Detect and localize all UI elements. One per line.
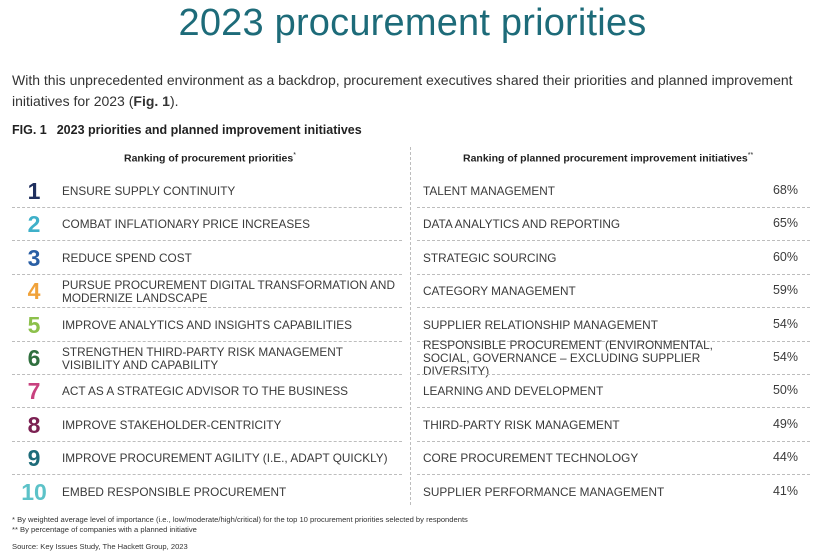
row-divider: [12, 273, 402, 275]
priority-label: STRENGTHEN THIRD-PARTY RISK MANAGEMENT V…: [62, 344, 343, 372]
footnote-priorities: * By weighted average level of importanc…: [12, 515, 468, 524]
row-divider: [417, 307, 810, 309]
row-divider: [12, 407, 402, 409]
initiative-percentage: 68%: [772, 183, 798, 197]
intro-paragraph: With this unprecedented environment as a…: [12, 70, 802, 112]
initiative-row: LEARNING AND DEVELOPMENT 50%: [417, 375, 810, 409]
initiative-row: RESPONSIBLE PROCUREMENT (ENVIRONMENTAL, …: [417, 338, 810, 378]
row-divider: [417, 273, 810, 275]
priority-rank: 4: [27, 278, 41, 305]
source-note: Source: Key Issues Study, The Hackett Gr…: [12, 542, 188, 551]
figure-number: FIG. 1: [12, 123, 47, 137]
row-divider: [417, 207, 810, 208]
row-divider: [12, 240, 402, 242]
footnote-initiatives: ** By percentage of companies with a pla…: [12, 525, 197, 534]
initiative-percentage: 44%: [772, 450, 798, 465]
initiative-percentage: 49%: [772, 416, 798, 431]
priorities-header-text: Ranking of procurement priorities: [124, 152, 294, 165]
priority-label: IMPROVE STAKEHOLDER-CENTRICITY: [62, 417, 282, 432]
priority-label: ENSURE SUPPLY CONTINUITY: [62, 184, 236, 198]
priority-rank: 1: [27, 178, 41, 204]
row-divider: [417, 374, 810, 375]
initiative-row: SUPPLIER RELATIONSHIP MANAGEMENT 54%: [417, 309, 810, 342]
initiative-label: SUPPLIER RELATIONSHIP MANAGEMENT: [423, 317, 658, 332]
priority-rank: 5: [27, 311, 41, 338]
priority-rank: 9: [27, 445, 41, 472]
initiatives-header-text: Ranking of planned procurement improveme…: [463, 152, 748, 165]
priority-row: 10 EMBED RESPONSIBLE PROCUREMENT: [12, 476, 402, 509]
intro-end: ).: [169, 93, 179, 109]
priority-row: 8 IMPROVE STAKEHOLDER-CENTRICITY: [12, 409, 402, 442]
figure-caption: FIG. 1 2023 priorities and planned improv…: [12, 123, 362, 137]
initiative-label: DATA ANALYTICS AND REPORTING: [423, 217, 621, 232]
initiative-label: TALENT MANAGEMENT: [423, 184, 555, 198]
priorities-column-header: Ranking of procurement priorities*: [124, 152, 296, 165]
initiative-percentage: 60%: [772, 249, 798, 264]
initiative-percentage: 54%: [772, 350, 798, 364]
row-divider: [417, 407, 810, 409]
priority-row: 7 ACT AS A STRATEGIC ADVISOR TO THE BUSIN…: [12, 375, 402, 409]
initiative-percentage: 65%: [772, 216, 798, 231]
row-divider: [12, 340, 402, 342]
priority-label: REDUCE SPEND COST: [62, 250, 192, 265]
priority-label: EMBED RESPONSIBLE PROCUREMENT: [62, 484, 287, 499]
priority-label: IMPROVE ANALYTICS AND INSIGHTS CAPABILIT…: [62, 317, 352, 332]
priority-rank: 8: [27, 411, 41, 438]
initiative-label: LEARNING AND DEVELOPMENT: [423, 384, 604, 399]
figure-reference: Fig. 1: [133, 93, 170, 109]
initiative-row: DATA ANALYTICS AND REPORTING 65%: [417, 208, 810, 242]
priority-row: 1 ENSURE SUPPLY CONTINUITY: [12, 175, 402, 208]
priority-row: 3 REDUCE SPEND COST: [12, 242, 402, 275]
priority-row: 5 IMPROVE ANALYTICS AND INSIGHTS CAPABILI…: [12, 309, 402, 342]
row-divider: [417, 474, 810, 476]
initiative-row: CORE PROCUREMENT TECHNOLOGY 44%: [417, 442, 810, 476]
initiatives-column-header: Ranking of planned procurement improveme…: [463, 152, 753, 165]
priority-rank: 6: [27, 345, 41, 371]
priority-row: 4 PURSUE PROCUREMENT DIGITAL TRANSFORMATI…: [12, 275, 402, 309]
initiative-label: STRATEGIC SOURCING: [423, 250, 557, 265]
figure-title: 2023 priorities and planned improvement …: [56, 123, 362, 137]
priority-rank: 3: [27, 244, 41, 271]
row-divider: [12, 307, 402, 309]
priorities-header-marker: *: [293, 152, 296, 159]
priority-row: 6 STRENGTHEN THIRD-PARTY RISK MANAGEMENT …: [12, 342, 402, 375]
initiative-row: CATEGORY MANAGEMENT 59%: [417, 275, 810, 309]
initiative-label: RESPONSIBLE PROCUREMENT (ENVIRONMENTAL, …: [423, 338, 713, 378]
priority-label: ACT AS A STRATEGIC ADVISOR TO THE BUSINE…: [62, 384, 349, 399]
row-divider: [12, 207, 402, 208]
initiative-label: CORE PROCUREMENT TECHNOLOGY: [423, 451, 639, 466]
initiative-label: CATEGORY MANAGEMENT: [423, 284, 576, 299]
priority-row: 2 COMBAT INFLATIONARY PRICE INCREASES: [12, 208, 402, 242]
row-divider: [417, 340, 810, 342]
initiative-percentage: 41%: [772, 483, 798, 498]
priority-label: COMBAT INFLATIONARY PRICE INCREASES: [62, 217, 311, 232]
row-divider: [12, 440, 402, 442]
initiative-label: SUPPLIER PERFORMANCE MANAGEMENT: [423, 484, 665, 499]
row-divider: [12, 474, 402, 476]
page-title: 2023 procurement priorities: [178, 2, 647, 44]
priority-label: PURSUE PROCUREMENT DIGITAL TRANSFORMATIO…: [62, 277, 395, 305]
row-divider: [417, 440, 810, 442]
initiative-percentage: 50%: [772, 383, 798, 398]
initiative-row: TALENT MANAGEMENT 68%: [417, 175, 810, 208]
initiative-percentage: 54%: [772, 316, 798, 331]
initiative-label: THIRD-PARTY RISK MANAGEMENT: [423, 417, 620, 432]
initiatives-header-marker: **: [747, 152, 754, 159]
priority-label: IMPROVE PROCUREMENT AGILITY (I.E., ADAPT…: [62, 451, 388, 466]
priority-row: 9 IMPROVE PROCUREMENT AGILITY (I.E., ADAP…: [12, 442, 402, 476]
priority-rank: 10: [21, 478, 47, 505]
priority-rank: 2: [27, 211, 41, 238]
initiative-row: STRATEGIC SOURCING 60%: [417, 242, 810, 275]
initiative-percentage: 59%: [772, 283, 798, 298]
row-divider: [12, 374, 402, 375]
row-divider: [417, 240, 810, 242]
initiative-row: THIRD-PARTY RISK MANAGEMENT 49%: [417, 409, 810, 442]
priority-rank: 7: [27, 378, 41, 405]
initiative-row: SUPPLIER PERFORMANCE MANAGEMENT 41%: [417, 476, 810, 509]
intro-text: With this unprecedented environment as a…: [12, 72, 793, 109]
column-divider: [410, 147, 411, 505]
